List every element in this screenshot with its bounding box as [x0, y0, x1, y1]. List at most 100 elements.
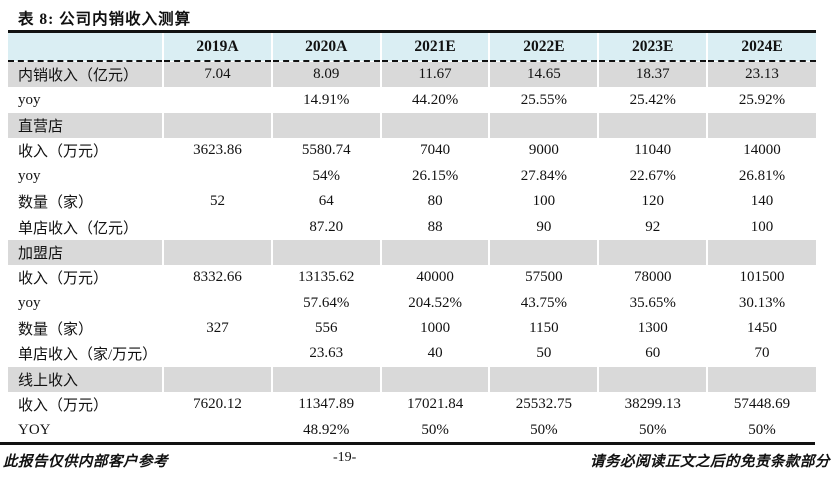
header-cell-2023E: 2023E [597, 31, 708, 62]
row-label: 数量（家） [18, 322, 94, 339]
value-cell: 57.64% [270, 290, 381, 316]
table-row: 单店收入（亿元） 87.20 88 90 92 100 [8, 214, 816, 240]
value-cell: 8.09 [270, 61, 381, 88]
table-title: 表 8: 公司内销收入测算 [18, 11, 192, 28]
footer-disclaimer-right: 请务必阅读正文之后的免责条款部分 [590, 454, 830, 470]
value-cell: 87.20 [270, 214, 381, 240]
value-cell [270, 239, 381, 266]
table-row: 数量（家） 52 64 80 100 120 140 [8, 188, 816, 215]
value-cell: 11.67 [379, 61, 490, 88]
value-cell: 14000 [706, 138, 816, 164]
table-row: 收入（万元） 3623.86 5580.74 7040 9000 11040 14000 [8, 138, 816, 164]
header-cell-2022E: 2022E [488, 31, 599, 62]
value-cell: 92 [597, 214, 708, 240]
value-cell [162, 163, 272, 189]
value-cell [706, 366, 816, 393]
value-cell: 57500 [488, 265, 599, 291]
row-label: 收入（万元） [18, 271, 109, 288]
value-cell: 26.15% [379, 163, 490, 189]
value-cell: 17021.84 [379, 392, 490, 418]
value-cell [162, 239, 272, 266]
value-cell [162, 366, 272, 393]
section-label: 直营店 [8, 112, 164, 139]
footer-divider [0, 442, 815, 445]
value-cell: 13135.62 [270, 265, 381, 291]
value-cell: 25.92% [706, 87, 816, 113]
value-cell: 57448.69 [706, 392, 816, 418]
header-cell-2024E: 2024E [706, 31, 816, 62]
value-cell [706, 112, 816, 139]
value-cell: 78000 [597, 265, 708, 291]
row-label: 单店收入（亿元） [18, 220, 139, 237]
value-cell: 1000 [379, 315, 490, 342]
value-cell: 140 [706, 188, 816, 215]
value-cell [597, 239, 708, 266]
row-label: yoy [18, 91, 41, 108]
value-cell: 22.67% [597, 163, 708, 189]
value-cell: 14.65 [488, 61, 599, 88]
value-cell [488, 112, 599, 139]
value-cell: 11040 [597, 138, 708, 164]
table-row: yoy 14.91% 44.20% 25.55% 25.42% 25.92% [8, 87, 816, 113]
value-cell: 54% [270, 163, 381, 189]
table-row: YOY 48.92% 50% 50% 50% 50% [8, 417, 816, 443]
value-cell: 23.13 [706, 61, 816, 88]
value-cell: 27.84% [488, 163, 599, 189]
value-cell: 50% [706, 417, 816, 443]
table-row: 内销收入（亿元） 7.04 8.09 11.67 14.65 18.37 23.13 [8, 61, 816, 88]
section-label: 加盟店 [8, 239, 164, 266]
value-cell [270, 112, 381, 139]
value-cell: 556 [270, 315, 381, 342]
value-cell: 14.91% [270, 87, 381, 113]
header-cell-2021E: 2021E [379, 31, 490, 62]
row-label: yoy [18, 294, 41, 311]
value-cell: 101500 [706, 265, 816, 291]
value-cell: 25532.75 [488, 392, 599, 418]
header-cell-2020A: 2020A [270, 31, 381, 62]
value-cell: 88 [379, 214, 490, 240]
value-cell: 100 [488, 188, 599, 215]
row-label: 收入（万元） [18, 144, 109, 161]
value-cell: 60 [597, 341, 708, 367]
value-cell: 327 [162, 315, 272, 342]
value-cell: 64 [270, 188, 381, 215]
header-row: 2019A 2020A 2021E 2022E 2023E 2024E [8, 31, 816, 62]
value-cell [270, 366, 381, 393]
value-cell: 1300 [597, 315, 708, 342]
value-cell [597, 366, 708, 393]
table-row: 单店收入（家/万元） 23.63 40 50 60 70 [8, 341, 816, 367]
value-cell: 44.20% [379, 87, 490, 113]
row-label: 数量（家） [18, 195, 94, 212]
value-cell: 25.42% [597, 87, 708, 113]
value-cell [162, 290, 272, 316]
value-cell [162, 87, 272, 113]
value-cell: 7620.12 [162, 392, 272, 418]
value-cell: 18.37 [597, 61, 708, 88]
value-cell [488, 366, 599, 393]
value-cell [706, 239, 816, 266]
table-row: 收入（万元） 8332.66 13135.62 40000 57500 78000 1015… [8, 265, 816, 291]
revenue-forecast-table: 2019A 2020A 2021E 2022E 2023E 2024E 内销收入（亿元） 7… [8, 30, 816, 443]
section-row: 直营店 [8, 112, 816, 139]
table-header: 2019A 2020A 2021E 2022E 2023E 2024E [8, 31, 816, 62]
value-cell: 8332.66 [162, 265, 272, 291]
value-cell: 70 [706, 341, 816, 367]
value-cell [597, 112, 708, 139]
table-row: 收入（万元） 7620.12 11347.89 17021.84 25532.75 382… [8, 392, 816, 418]
footer-disclaimer-left: 此报告仅供内部客户参考 [3, 454, 168, 470]
value-cell: 80 [379, 188, 490, 215]
section-label: 线上收入 [8, 366, 164, 393]
value-cell: 120 [597, 188, 708, 215]
value-cell: 1150 [488, 315, 599, 342]
value-cell [162, 112, 272, 139]
value-cell: 38299.13 [597, 392, 708, 418]
header-label-cell [8, 31, 164, 62]
table-row: 数量（家） 327 556 1000 1150 1300 1450 [8, 315, 816, 342]
value-cell: 5580.74 [270, 138, 381, 164]
value-cell: 23.63 [270, 341, 381, 367]
value-cell [379, 239, 490, 266]
value-cell: 30.13% [706, 290, 816, 316]
value-cell: 40000 [379, 265, 490, 291]
row-label: 收入（万元） [18, 398, 109, 415]
